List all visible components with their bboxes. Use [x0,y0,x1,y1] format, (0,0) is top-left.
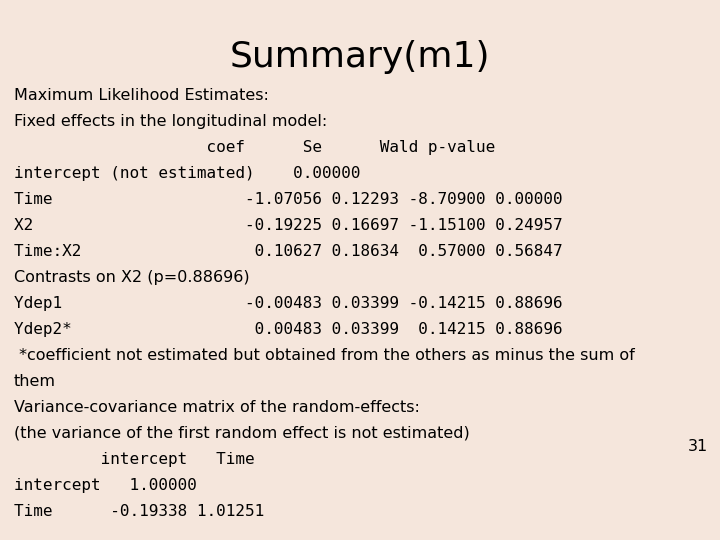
Text: them: them [14,374,56,389]
Text: X2                      -0.19225 0.16697 -1.15100 0.24957: X2 -0.19225 0.16697 -1.15100 0.24957 [14,218,562,233]
Text: Variance-covariance matrix of the random-effects:: Variance-covariance matrix of the random… [14,400,420,415]
Text: intercept   Time: intercept Time [14,452,255,467]
Text: Contrasts on X2 (p=0.88696): Contrasts on X2 (p=0.88696) [14,270,250,285]
Text: *coefficient not estimated but obtained from the others as minus the sum of: *coefficient not estimated but obtained … [14,348,635,363]
Text: Time                    -1.07056 0.12293 -8.70900 0.00000: Time -1.07056 0.12293 -8.70900 0.00000 [14,192,562,207]
Text: Ydep1                   -0.00483 0.03399 -0.14215 0.88696: Ydep1 -0.00483 0.03399 -0.14215 0.88696 [14,296,562,311]
Text: intercept (not estimated)    0.00000: intercept (not estimated) 0.00000 [14,166,361,181]
Text: intercept   1.00000: intercept 1.00000 [14,478,197,493]
Text: Summary(m1): Summary(m1) [230,40,490,74]
Text: Maximum Likelihood Estimates:: Maximum Likelihood Estimates: [14,88,269,103]
Text: Time:X2                  0.10627 0.18634  0.57000 0.56847: Time:X2 0.10627 0.18634 0.57000 0.56847 [14,244,562,259]
Text: 31: 31 [688,439,708,454]
Text: (the variance of the first random effect is not estimated): (the variance of the first random effect… [14,426,469,441]
Text: coef      Se      Wald p-value: coef Se Wald p-value [14,140,495,155]
Text: Fixed effects in the longitudinal model:: Fixed effects in the longitudinal model: [14,114,328,129]
Text: Time      -0.19338 1.01251: Time -0.19338 1.01251 [14,504,264,519]
Text: Ydep2*                   0.00483 0.03399  0.14215 0.88696: Ydep2* 0.00483 0.03399 0.14215 0.88696 [14,322,562,337]
